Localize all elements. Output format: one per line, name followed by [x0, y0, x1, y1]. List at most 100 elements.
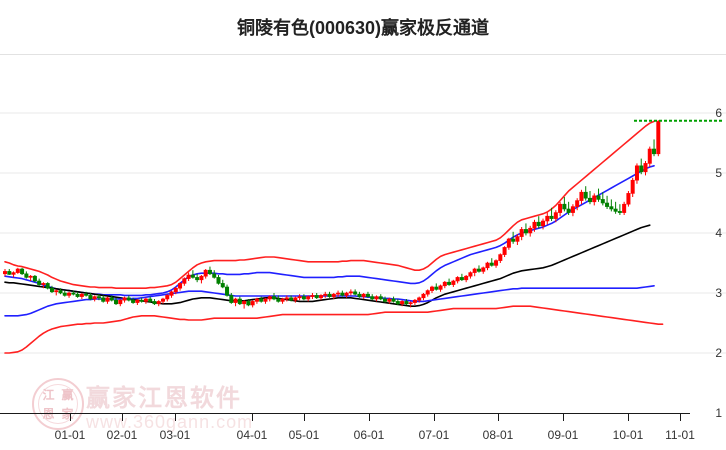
candlestick: [383, 296, 388, 303]
x-axis-tick: [252, 414, 253, 421]
candlestick: [318, 294, 323, 301]
candlestick: [532, 219, 537, 232]
candlestick: [24, 271, 29, 279]
x-axis-tick: [122, 414, 123, 421]
candlestick: [131, 297, 136, 304]
candlestick: [536, 216, 541, 229]
candlestick: [408, 301, 413, 308]
x-axis-tick: [628, 414, 629, 421]
candlestick: [114, 297, 119, 305]
chart-plot-area: [0, 54, 726, 414]
candlestick: [310, 293, 315, 299]
candlestick: [32, 275, 37, 283]
candlestick: [344, 291, 349, 298]
candlestick: [605, 195, 610, 209]
candlestick: [515, 234, 520, 245]
candlestick: [425, 289, 430, 297]
candlestick: [634, 163, 639, 184]
candlestick: [523, 223, 528, 236]
candlestick: [122, 296, 127, 303]
candlestick: [58, 288, 63, 295]
candlestick: [617, 204, 622, 215]
candlestick: [62, 290, 67, 297]
candlestick: [92, 295, 97, 302]
candlestick: [404, 299, 409, 305]
candlestick: [143, 297, 148, 304]
candlestick: [575, 198, 580, 211]
x-axis-tick-label: 01-01: [54, 428, 86, 442]
candlestick: [434, 283, 439, 291]
candlestick: [549, 207, 554, 221]
x-axis-line: [0, 413, 690, 414]
candlestick: [301, 294, 306, 301]
candlestick: [592, 193, 597, 206]
x-axis-tick-label: 06-01: [353, 428, 385, 442]
candlestick: [558, 201, 563, 217]
candlestick: [237, 296, 242, 305]
candlestick: [28, 275, 33, 281]
candlestick: [365, 291, 370, 298]
candlestick: [579, 189, 584, 205]
candlestick: [361, 293, 366, 299]
candlestick: [263, 297, 268, 304]
candlestick: [148, 296, 153, 303]
x-axis-tick-label: 09-01: [547, 428, 579, 442]
candlestick: [178, 282, 183, 291]
candlestick: [485, 261, 490, 271]
candlestick: [126, 295, 131, 302]
candlestick: [190, 270, 195, 279]
candlestick: [596, 188, 601, 202]
candlestick: [511, 231, 516, 244]
candlestick: [494, 259, 499, 268]
y-axis-tick-label: 2: [715, 346, 722, 360]
candlestick: [254, 297, 259, 304]
candlestick: [464, 275, 469, 283]
candlestick: [613, 201, 618, 214]
x-axis-tick-label: 04-01: [236, 428, 268, 442]
candlestick: [481, 266, 486, 274]
candlestick: [105, 296, 110, 304]
x-axis-tick: [680, 414, 681, 421]
candlestick: [135, 299, 140, 305]
candlestick: [476, 265, 481, 273]
candlestick: [468, 271, 473, 279]
candlestick: [54, 289, 59, 296]
candlestick: [216, 275, 221, 285]
candlestick: [199, 275, 204, 284]
y-axis-tick-label: 4: [715, 226, 722, 240]
candlestick: [391, 296, 396, 303]
candlestick: [609, 199, 614, 212]
chart-canvas[interactable]: [0, 54, 726, 414]
candlestick: [203, 269, 208, 279]
candlestick: [622, 201, 627, 215]
candlestick: [276, 295, 281, 303]
candlestick: [502, 246, 507, 257]
candlestick: [541, 218, 546, 230]
candlestick: [643, 161, 648, 176]
candlestick: [545, 212, 550, 225]
candlestick: [314, 293, 319, 299]
x-axis-tick-label: 03-01: [159, 428, 191, 442]
candlestick: [156, 300, 161, 307]
candlestick: [378, 294, 383, 301]
x-axis-tick-label: 08-01: [482, 428, 514, 442]
y-axis-tick-label: 6: [715, 106, 722, 120]
candlestick: [327, 291, 332, 298]
candlestick: [173, 287, 178, 295]
candlestick: [84, 291, 89, 297]
x-axis-tick: [563, 414, 564, 421]
x-axis-tick: [434, 414, 435, 421]
candlestick: [647, 146, 652, 167]
candlestick: [340, 290, 345, 297]
candlestick: [472, 267, 477, 277]
candlestick: [207, 266, 212, 275]
candlestick: [233, 297, 238, 307]
candlestick: [506, 237, 511, 250]
candlestick: [438, 284, 443, 292]
candlestick: [182, 277, 187, 286]
chart-title-bar: 铜陵有色(000630)赢家极反通道: [0, 0, 726, 54]
candlestick: [7, 269, 12, 275]
candlestick: [395, 299, 400, 305]
x-axis-tick: [369, 414, 370, 421]
